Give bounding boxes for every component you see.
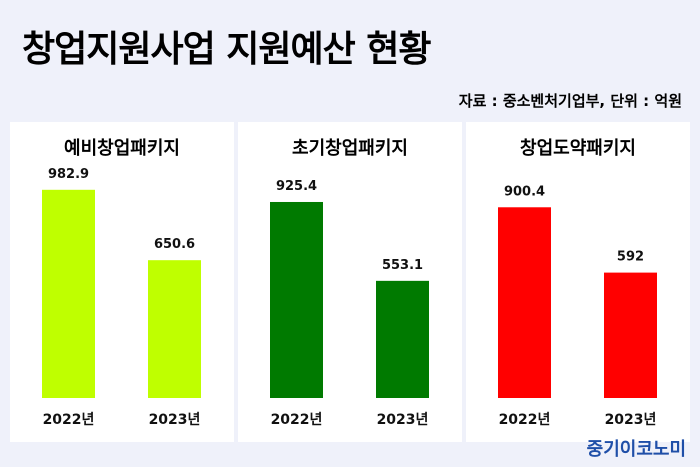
data-label-1: 592 <box>617 250 644 265</box>
bar-0 <box>270 201 323 398</box>
chart-panel-0: 예비창업패키지 982.9 2022년 650.6 2023년 <box>10 122 234 442</box>
publisher-logo: 중기이코노미 <box>586 439 686 460</box>
bar-chart-svg: 900.4 2022년 592 2023년 <box>498 184 657 428</box>
data-label-0: 925.4 <box>276 179 317 194</box>
category-label-0: 2022년 <box>43 412 95 428</box>
category-label-1: 2023년 <box>605 412 657 428</box>
category-label-0: 2022년 <box>499 412 551 428</box>
page-title: 창업지원사업 지원예산 현황 <box>22 29 432 70</box>
chart-title: 초기창업패키지 <box>292 138 408 159</box>
chart-title: 창업도약패키지 <box>520 138 636 159</box>
data-label-1: 650.6 <box>154 237 195 252</box>
source-note: 자료 : 중소벤처기업부, 단위 : 억원 <box>458 92 682 110</box>
bar-1 <box>604 272 657 398</box>
data-label-1: 553.1 <box>382 258 423 273</box>
bar-1 <box>148 260 201 398</box>
chart-panel-2: 창업도약패키지 900.4 2022년 592 2023년 <box>466 122 690 442</box>
chart-panel-1: 초기창업패키지 925.4 2022년 553.1 2023년 <box>238 122 462 442</box>
category-label-1: 2023년 <box>149 412 201 428</box>
data-label-0: 982.9 <box>48 167 89 182</box>
category-label-0: 2022년 <box>271 412 323 428</box>
bar-0 <box>42 189 95 398</box>
bar-chart-svg: 982.9 2022년 650.6 2023년 <box>42 167 201 428</box>
bar-1 <box>376 280 429 398</box>
category-label-1: 2023년 <box>377 412 429 428</box>
bar-chart-svg: 925.4 2022년 553.1 2023년 <box>270 179 429 428</box>
data-label-0: 900.4 <box>504 184 545 199</box>
chart-title: 예비창업패키지 <box>64 138 180 159</box>
bar-0 <box>498 207 551 398</box>
